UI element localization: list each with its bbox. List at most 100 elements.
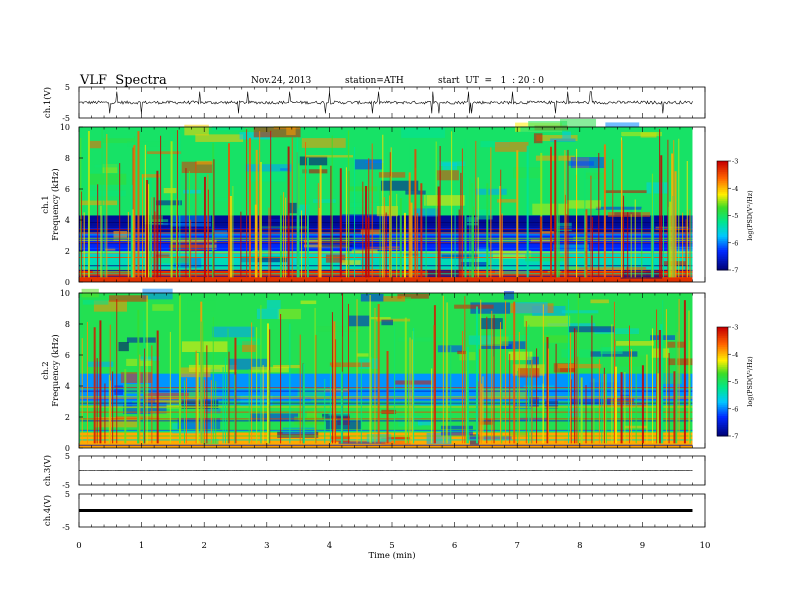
psd-patch <box>585 172 605 180</box>
colorbar-segment <box>717 408 728 412</box>
colorbar-segment <box>717 348 728 352</box>
colorbar-segment <box>717 390 728 393</box>
y-tick-label: 10 <box>60 123 70 132</box>
colorbar-segment <box>717 200 728 204</box>
colorbar-segment <box>717 343 728 346</box>
colorbar-segment <box>717 228 728 231</box>
panel-ylabel: ch.4(V) <box>42 495 53 526</box>
psd-patch <box>105 247 116 251</box>
colorbar-segment <box>717 177 728 180</box>
psd-patch <box>492 250 532 259</box>
psd-patch <box>515 302 548 314</box>
colorbar-segment <box>717 208 728 211</box>
y-tick-label: 4 <box>65 216 70 225</box>
psd-patch <box>605 122 640 128</box>
colorbar-segment <box>717 337 728 341</box>
colorbar-segment <box>717 401 728 404</box>
x-tick-label: 9 <box>640 541 645 551</box>
colorbar-segment <box>717 341 728 344</box>
psd-patch <box>177 417 221 430</box>
psd-patch <box>299 156 328 166</box>
psd-patch <box>441 253 479 259</box>
colorbar-segment <box>717 230 728 233</box>
colorbar-segment <box>717 426 728 430</box>
colorbar-segment <box>717 173 728 177</box>
psd-patch <box>668 358 704 366</box>
psd-patch <box>590 299 609 304</box>
psd-patch <box>273 364 301 369</box>
panel-ylabel: ch.3(V) <box>42 455 53 486</box>
colorbar-segment <box>717 366 728 370</box>
colorbar-segment <box>717 328 728 332</box>
psd-patch <box>604 398 634 403</box>
psd-patch <box>542 335 570 343</box>
x-tick-label: 0 <box>76 541 81 551</box>
colorbar-segment <box>717 240 728 244</box>
psd-patch <box>288 202 298 214</box>
colorbar-segment <box>717 180 728 184</box>
colorbar-segment <box>717 235 728 238</box>
colorbar-segment <box>717 251 728 255</box>
x-tick-label: 7 <box>514 541 519 551</box>
psd-patch <box>82 299 109 305</box>
colorbar-segment <box>717 430 728 433</box>
colorbar-tick-label: -3 <box>732 158 738 166</box>
colorbar-segment <box>717 206 728 209</box>
psd-patch <box>383 296 406 302</box>
psd-patch <box>560 368 576 372</box>
colorbar-segment <box>717 363 728 366</box>
colorbar-label: log(PSD(V²/Hz) <box>746 190 754 241</box>
y-tick-label: 2 <box>65 247 70 256</box>
psd-patch <box>562 131 571 139</box>
psd-patch <box>401 127 446 138</box>
psd-patch <box>457 350 466 355</box>
colorbar-segment <box>717 345 728 348</box>
psd-patch <box>248 171 286 182</box>
psd-patch <box>566 200 601 209</box>
psd-patch <box>442 162 458 170</box>
psd-patch <box>561 349 605 358</box>
colorbar-segment <box>717 253 728 256</box>
psd-patch <box>619 355 650 367</box>
psd-patch <box>92 267 136 273</box>
psd-patch <box>381 319 393 326</box>
no-data-area <box>692 127 705 282</box>
colorbar-segment <box>717 354 728 357</box>
psd-patch <box>540 231 554 234</box>
psd-patch <box>570 398 611 405</box>
psd-patch <box>256 308 279 319</box>
psd-patch <box>527 356 539 366</box>
colorbar-segment <box>717 231 728 235</box>
colorbar-segment <box>717 432 728 435</box>
psd-patch <box>495 141 529 152</box>
psd-patch <box>317 388 349 393</box>
colorbar-segment <box>717 193 728 197</box>
colorbar-label: log(PSD(V²/Hz) <box>746 356 754 407</box>
psd-patch <box>564 438 576 444</box>
psd-patch <box>93 417 139 428</box>
colorbar-segment <box>717 266 728 269</box>
colorbar-segment <box>717 186 728 189</box>
colorbar-segment <box>717 425 728 428</box>
colorbar-segment <box>717 224 728 227</box>
psd-patch <box>141 174 161 178</box>
psd-patch <box>89 140 102 149</box>
psd-patch <box>568 266 579 270</box>
colorbar-segment <box>717 412 728 415</box>
colorbar-segment <box>717 210 728 213</box>
psd-patch <box>142 288 173 300</box>
date-label: Nov.24, 2013 <box>251 76 312 86</box>
psd-patch <box>349 202 381 208</box>
psd-patch <box>590 296 601 302</box>
colorbar-segment <box>717 332 728 335</box>
psd-patch <box>436 170 459 181</box>
y-tick-label: 6 <box>65 185 70 194</box>
psd-patch <box>561 310 599 314</box>
colorbar-segment <box>717 410 728 413</box>
psd-patch <box>604 190 647 194</box>
colorbar-segment <box>717 365 728 368</box>
colorbar-segment <box>717 175 728 178</box>
x-tick-label: 3 <box>264 541 269 551</box>
colorbar-segment <box>717 211 728 215</box>
psd-patch <box>152 304 174 311</box>
